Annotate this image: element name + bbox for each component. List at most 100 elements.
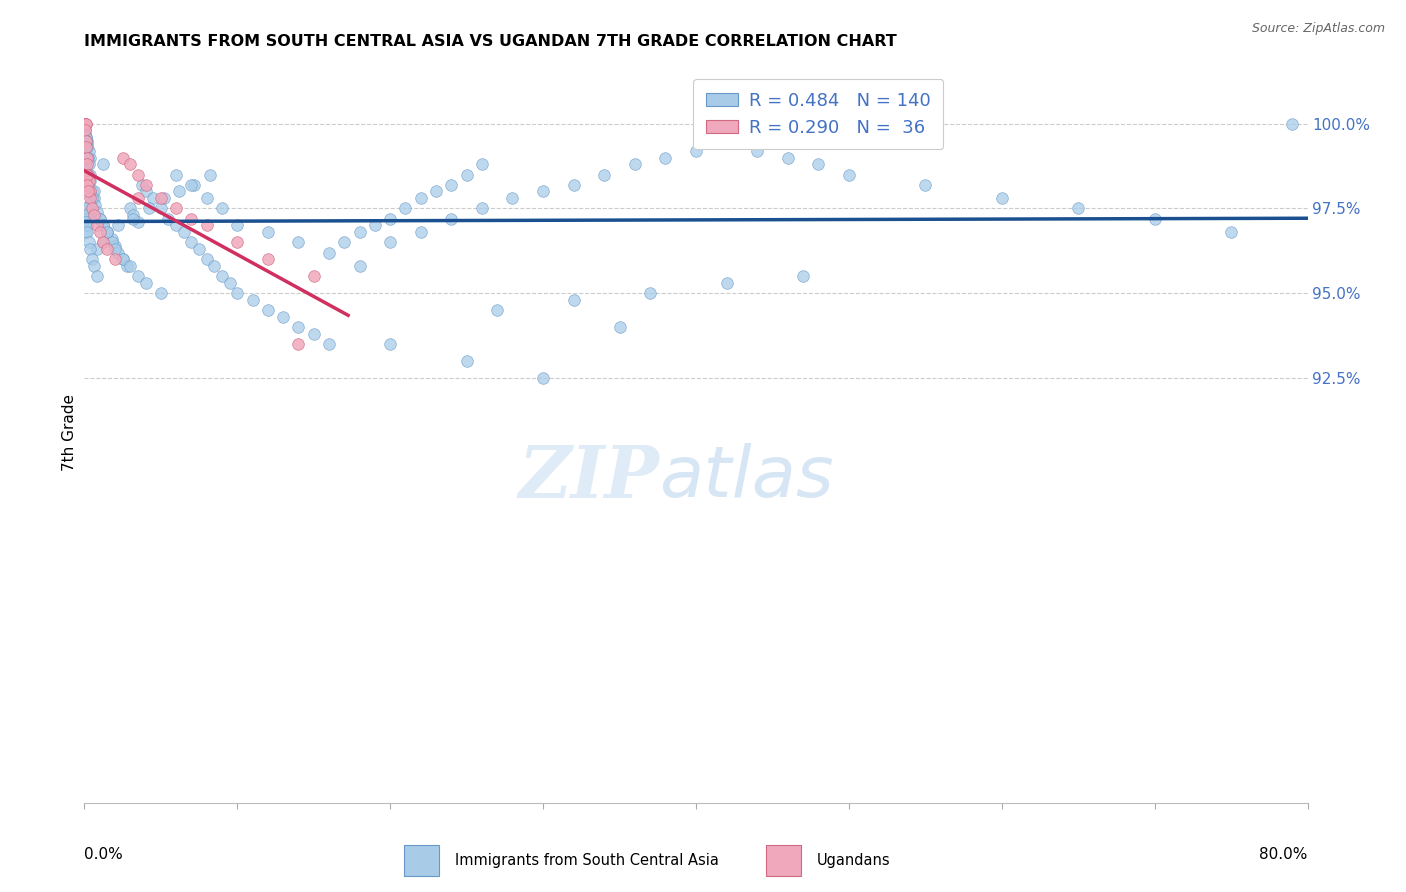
Point bbox=[79, 168, 101, 182]
Point bbox=[111, 151, 134, 165]
Point bbox=[76, 151, 98, 165]
Point bbox=[91, 219, 114, 233]
Point bbox=[75, 208, 97, 222]
Point bbox=[198, 168, 221, 182]
Text: Ugandans: Ugandans bbox=[817, 854, 891, 868]
Point bbox=[471, 157, 494, 171]
Point bbox=[914, 178, 936, 192]
Point bbox=[75, 130, 97, 145]
Point bbox=[180, 211, 202, 226]
Point bbox=[202, 259, 225, 273]
Point bbox=[456, 354, 478, 368]
Point bbox=[76, 211, 98, 226]
Point bbox=[364, 219, 387, 233]
Point bbox=[77, 205, 100, 219]
Point bbox=[115, 259, 138, 273]
Point bbox=[84, 198, 107, 212]
Point bbox=[89, 225, 111, 239]
Point bbox=[77, 174, 100, 188]
Point bbox=[76, 136, 98, 151]
Point bbox=[75, 117, 97, 131]
Point bbox=[111, 252, 134, 267]
Point bbox=[716, 276, 738, 290]
Point bbox=[531, 371, 554, 385]
Point bbox=[120, 202, 142, 216]
Point bbox=[75, 202, 97, 216]
Point bbox=[127, 168, 149, 182]
Point bbox=[349, 225, 371, 239]
Point bbox=[562, 293, 585, 308]
Point bbox=[195, 219, 218, 233]
Point bbox=[165, 202, 187, 216]
Point bbox=[80, 252, 103, 267]
Point bbox=[75, 130, 97, 145]
Point bbox=[75, 127, 97, 141]
Point bbox=[380, 337, 402, 351]
Point bbox=[91, 157, 114, 171]
Point bbox=[75, 117, 97, 131]
Point bbox=[440, 178, 463, 192]
Point bbox=[349, 259, 371, 273]
Point bbox=[79, 198, 101, 212]
Point bbox=[83, 191, 105, 205]
Point bbox=[188, 242, 211, 256]
Text: ZIP: ZIP bbox=[519, 442, 659, 513]
Point bbox=[91, 235, 114, 250]
Point bbox=[86, 205, 108, 219]
Point bbox=[486, 303, 509, 318]
Point bbox=[149, 191, 172, 205]
Point bbox=[180, 178, 202, 192]
Point bbox=[195, 252, 218, 267]
Point bbox=[226, 219, 249, 233]
Point bbox=[183, 178, 205, 192]
Text: Immigrants from South Central Asia: Immigrants from South Central Asia bbox=[456, 854, 718, 868]
Point bbox=[75, 123, 97, 137]
Point bbox=[77, 151, 100, 165]
Point bbox=[302, 327, 325, 342]
Point bbox=[86, 219, 108, 233]
Point bbox=[138, 202, 160, 216]
Point bbox=[502, 191, 524, 205]
Point bbox=[76, 219, 98, 233]
Point bbox=[91, 235, 114, 250]
Point bbox=[79, 174, 101, 188]
Point bbox=[226, 286, 249, 301]
Point bbox=[96, 225, 118, 239]
Point bbox=[75, 164, 97, 178]
Point bbox=[1220, 225, 1243, 239]
Point bbox=[173, 225, 195, 239]
Point bbox=[287, 235, 309, 250]
Point bbox=[104, 252, 127, 267]
Point bbox=[77, 168, 100, 182]
Point bbox=[654, 151, 676, 165]
Point bbox=[1281, 117, 1303, 131]
Point bbox=[1143, 211, 1166, 226]
Point bbox=[380, 235, 402, 250]
Point bbox=[211, 202, 233, 216]
Bar bbox=[766, 846, 801, 876]
Point bbox=[75, 140, 97, 154]
Point bbox=[609, 320, 631, 334]
Point bbox=[838, 168, 860, 182]
Point bbox=[333, 235, 356, 250]
Point bbox=[111, 252, 134, 267]
Point bbox=[120, 259, 142, 273]
Point bbox=[685, 144, 707, 158]
Point bbox=[77, 144, 100, 158]
Point bbox=[75, 123, 97, 137]
Point bbox=[79, 191, 101, 205]
Point bbox=[76, 134, 98, 148]
Point bbox=[1067, 202, 1090, 216]
Point bbox=[104, 239, 127, 253]
Point bbox=[394, 202, 416, 216]
Point bbox=[271, 310, 294, 325]
Point bbox=[101, 235, 124, 250]
Point bbox=[142, 191, 165, 205]
Point bbox=[89, 211, 111, 226]
Point bbox=[257, 303, 280, 318]
Point bbox=[89, 211, 111, 226]
Text: Source: ZipAtlas.com: Source: ZipAtlas.com bbox=[1251, 22, 1385, 36]
Point bbox=[96, 225, 118, 239]
Point bbox=[318, 245, 340, 260]
Point bbox=[120, 157, 142, 171]
